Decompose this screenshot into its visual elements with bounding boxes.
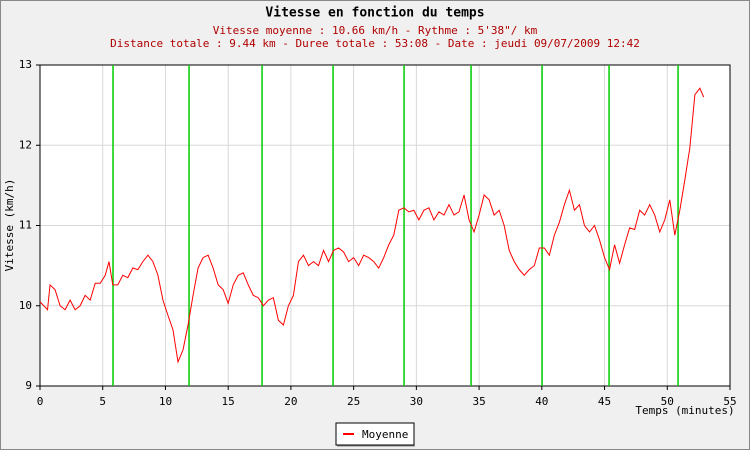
- x-tick-label: 35: [472, 395, 485, 408]
- legend-label: Moyenne: [362, 428, 408, 441]
- chart-title: Vitesse en fonction du temps: [265, 6, 484, 21]
- x-tick-label: 55: [723, 395, 736, 408]
- y-tick-label: 12: [19, 138, 32, 151]
- x-tick-label: 10: [159, 395, 172, 408]
- x-tick-label: 45: [598, 395, 611, 408]
- x-tick-label: 40: [535, 395, 548, 408]
- y-axis-label: Vitesse (km/h): [3, 179, 16, 272]
- x-tick-label: 15: [222, 395, 235, 408]
- legend-box: [335, 422, 415, 446]
- x-axis-label: Temps (minutes): [635, 404, 734, 417]
- x-tick-label: 30: [410, 395, 423, 408]
- x-tick-label: 0: [37, 395, 44, 408]
- data-line: [39, 87, 705, 364]
- x-tick-label: 50: [661, 395, 674, 408]
- y-tick-label: 11: [19, 219, 32, 232]
- plot-frame: [39, 64, 731, 387]
- y-tick-label: 13: [19, 58, 32, 71]
- y-tick-label: 9: [25, 379, 32, 392]
- subtitle: Vitesse moyenne : 10.66 km/h - Rythme : …: [213, 24, 538, 37]
- y-tick-label: 10: [19, 299, 32, 312]
- x-tick-label: 5: [99, 395, 106, 408]
- subtitle: Distance totale : 9.44 km - Duree totale…: [110, 37, 640, 50]
- x-tick-label: 25: [347, 395, 360, 408]
- x-tick-label: 20: [284, 395, 297, 408]
